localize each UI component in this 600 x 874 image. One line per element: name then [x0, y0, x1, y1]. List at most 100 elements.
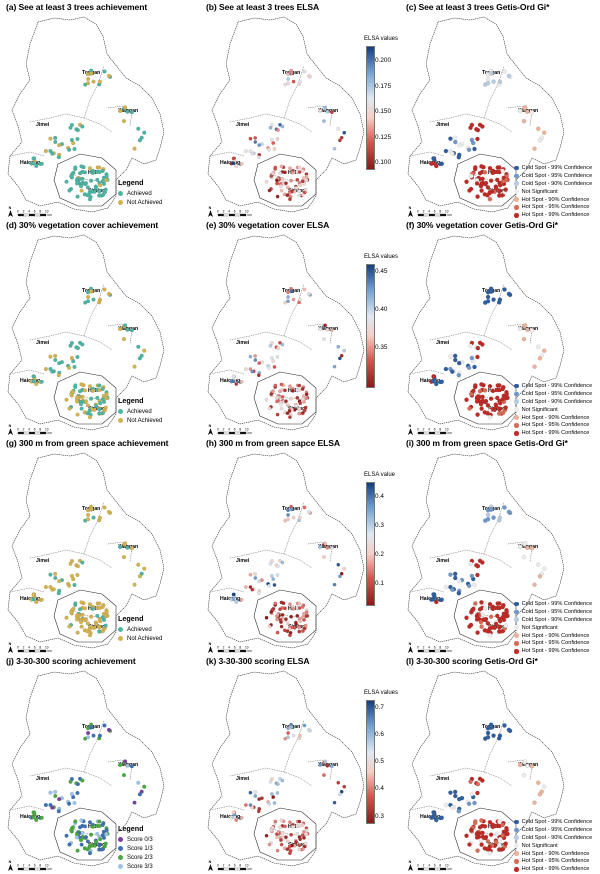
data-point — [106, 509, 111, 514]
data-point — [477, 825, 483, 830]
scale-tick: 2 — [23, 210, 25, 214]
data-point — [273, 383, 278, 388]
scale-tick: 10 — [45, 428, 49, 432]
inner-boundary — [107, 323, 133, 345]
data-point — [303, 405, 308, 410]
place-label-jimei: Jimei — [36, 340, 50, 346]
inner-boundary — [307, 541, 333, 563]
data-point — [129, 764, 134, 769]
colorbar-title: ELSA values — [364, 690, 399, 696]
inner-boundary — [507, 323, 533, 345]
data-point — [506, 73, 512, 79]
data-point — [503, 841, 508, 846]
data-point — [100, 822, 105, 828]
data-point — [123, 759, 128, 764]
gi-legend-label: Cold Spot - 99% Confidence — [521, 382, 593, 389]
data-point — [100, 397, 105, 402]
data-point — [497, 182, 503, 188]
gi-legend-label: Hot Spot - 95% Confidence — [521, 422, 590, 429]
gi-legend-swatch — [514, 383, 519, 389]
inner-boundary — [307, 323, 333, 345]
data-point — [297, 601, 302, 606]
island-boundary — [253, 153, 317, 207]
data-point — [517, 108, 523, 114]
map-canvas: TonganJimeiXianganHaicangHuliSimingN0246… — [207, 670, 365, 871]
island-boundary — [53, 589, 117, 643]
scale-tick: 0 — [417, 210, 419, 214]
data-point — [31, 815, 36, 820]
legend-item: Not Achieved — [118, 634, 162, 643]
data-point — [100, 179, 105, 184]
inner-boundary — [209, 369, 245, 375]
data-point — [330, 110, 334, 115]
data-point — [87, 197, 92, 202]
legend-label: Not Achieved — [127, 635, 163, 642]
data-point — [102, 287, 107, 292]
data-point — [525, 327, 530, 333]
gi-legend-item: Hot Spot - 95% Confidence — [514, 857, 592, 865]
data-point — [490, 824, 496, 830]
data-point — [490, 170, 496, 176]
map-canvas: TonganJimeiXianganHaicangHuliSimingN0246… — [207, 452, 365, 653]
gi-legend-swatch — [514, 609, 519, 615]
data-point — [456, 578, 462, 584]
data-point — [136, 126, 141, 131]
data-point — [532, 800, 537, 805]
data-point — [297, 193, 302, 198]
data-point — [270, 138, 274, 142]
data-point — [89, 71, 94, 76]
legend: Legend Achieved Not Achieved — [118, 614, 162, 643]
inner-boundary — [29, 331, 113, 351]
scale-tick: 6 — [234, 864, 236, 868]
point-layer — [229, 68, 347, 202]
data-point — [453, 139, 458, 145]
gi-legend-item: Cold Spot - 99% Confidence — [514, 382, 592, 390]
data-point — [275, 181, 279, 186]
data-point — [106, 727, 111, 732]
scale-tick: 10 — [45, 864, 49, 868]
gi-legend-item: Not Significant — [514, 842, 592, 850]
data-point — [79, 600, 84, 605]
data-point — [257, 361, 261, 365]
inner-boundary — [9, 587, 45, 593]
gi-legend-swatch — [514, 641, 519, 646]
data-point — [90, 170, 95, 175]
gi-legend-item: Hot Spot - 90% Confidence — [514, 632, 592, 640]
scale-tick: 0 — [217, 210, 219, 214]
data-point — [497, 629, 502, 634]
data-point — [90, 824, 95, 829]
data-point — [325, 327, 330, 332]
colorbar-tick: 0.7 — [375, 704, 384, 712]
data-point — [472, 146, 477, 152]
map-panel-l: (l) 3-30-300 scoring Getis-Ord Gi*Tongan… — [400, 654, 600, 872]
gi-legend-label: Cold Spot - 95% Confidence — [521, 608, 593, 615]
data-point — [323, 541, 327, 546]
data-point — [342, 130, 347, 135]
data-point — [318, 545, 322, 549]
data-point — [294, 840, 298, 844]
data-point — [517, 544, 523, 550]
data-point — [272, 365, 277, 369]
data-point — [275, 194, 280, 199]
gi-legend-label: Not Significant — [521, 406, 558, 413]
inner-boundary — [409, 805, 445, 811]
gi-legend-label: Cold Spot - 95% Confidence — [521, 826, 593, 833]
scale-tick: 6 — [234, 210, 236, 214]
data-point — [75, 354, 80, 360]
map-panel-g: (g) 300 m from green space achievementTo… — [0, 436, 200, 654]
map-canvas: TonganJimeiXianganHaicangHuliSimingN0246… — [7, 234, 165, 435]
inner-boundary — [269, 173, 307, 183]
place-label-siming: Siming — [88, 406, 105, 412]
data-point — [248, 136, 253, 141]
data-point — [86, 294, 91, 299]
data-point — [53, 789, 58, 794]
legend-item: Score 0/3 — [118, 835, 153, 844]
data-point — [75, 346, 80, 351]
data-point — [469, 391, 474, 397]
data-point — [43, 585, 48, 590]
data-point — [537, 574, 543, 579]
map-panel-j: (j) 3-30-300 scoring achievementTonganJi… — [0, 654, 200, 872]
map-panel-f: (f) 30% vegetation cover Getis-Ord Gi*To… — [400, 218, 600, 436]
scale-tick: 2 — [423, 646, 425, 650]
panel-title: (c) See at least 3 trees Getis-Ord Gi* — [406, 2, 550, 12]
